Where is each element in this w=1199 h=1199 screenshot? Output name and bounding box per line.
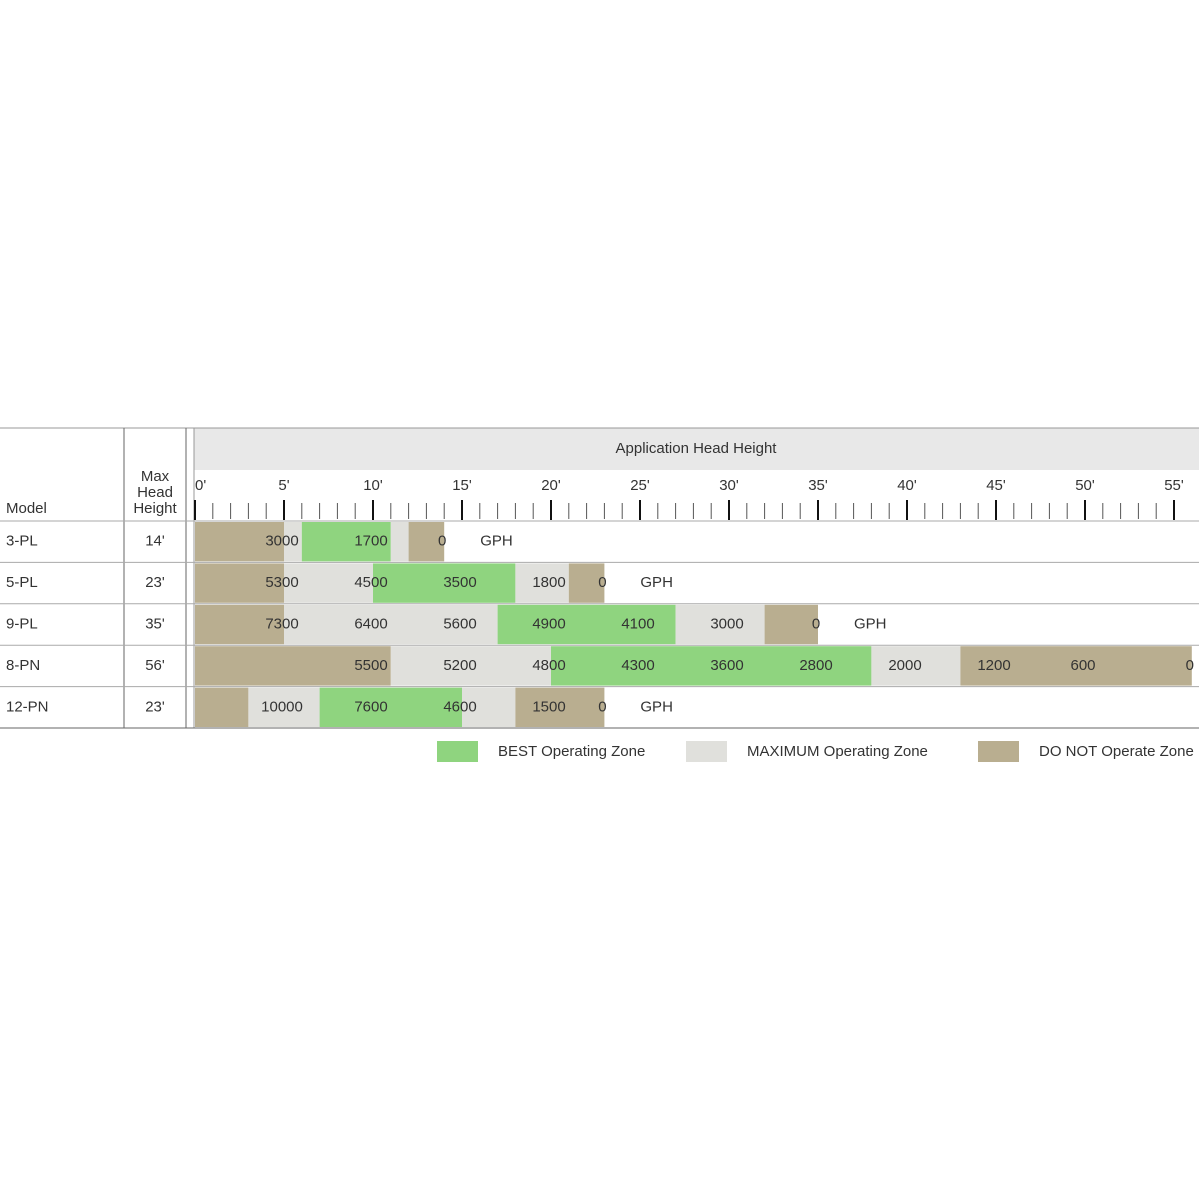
zone (301, 522, 391, 562)
zone (195, 687, 249, 727)
tick-label: 50' (1075, 477, 1095, 494)
unit: GPH (640, 698, 673, 715)
zone (195, 522, 284, 562)
zone (390, 522, 409, 562)
zone (675, 604, 765, 645)
legend-label: DO NOT Operate Zone (1039, 743, 1194, 760)
flow-value: 4100 (621, 615, 654, 632)
zone (515, 563, 569, 603)
max-head: 23' (145, 574, 165, 591)
tick-label: 35' (808, 477, 828, 494)
max-head: 56' (145, 657, 165, 674)
max-head-header: Max (141, 468, 170, 485)
tick-label: 40' (897, 477, 917, 494)
zone (497, 604, 676, 645)
zone (515, 687, 605, 727)
model: 5-PL (6, 574, 38, 591)
zone (195, 604, 284, 645)
tick-label: 55' (1164, 477, 1184, 494)
flow-value: 3500 (443, 574, 476, 591)
legend-label: BEST Operating Zone (498, 743, 645, 760)
legend-swatch (978, 741, 1019, 762)
tick-label: 20' (541, 477, 561, 494)
zone (764, 604, 818, 645)
max-head: 14' (145, 533, 165, 550)
zone (568, 563, 605, 603)
flow-value: 4600 (443, 698, 476, 715)
axis-title: Application Head Height (616, 440, 778, 457)
flow-value: 4900 (532, 615, 565, 632)
flow-value: 4300 (621, 657, 654, 674)
unit: GPH (640, 574, 673, 591)
flow-value: 0 (1186, 657, 1194, 674)
header-band (194, 428, 1199, 470)
zone (284, 522, 302, 562)
flow-value: 0 (438, 533, 446, 550)
zone (871, 646, 961, 686)
zone (462, 687, 516, 727)
flow-value: 2000 (888, 657, 921, 674)
flow-value: 3600 (710, 657, 743, 674)
zone (195, 563, 284, 603)
flow-value: 0 (598, 574, 606, 591)
flow-value: 0 (812, 615, 820, 632)
flow-value: 1200 (977, 657, 1010, 674)
flow-value: 5500 (354, 657, 387, 674)
tick-label: 30' (719, 477, 739, 494)
flow-value: 2800 (799, 657, 832, 674)
model-header: Model (6, 500, 47, 517)
tick-label: 15' (452, 477, 472, 494)
zone (960, 646, 1192, 686)
zone (373, 563, 516, 603)
flow-value: 5300 (265, 574, 298, 591)
model: 8-PN (6, 657, 40, 674)
legend-label: MAXIMUM Operating Zone (747, 743, 928, 760)
legend-swatch (686, 741, 727, 762)
flow-value: 3000 (710, 615, 743, 632)
model: 12-PN (6, 698, 49, 715)
zone (284, 563, 373, 603)
flow-value: 1500 (532, 698, 565, 715)
max-head: 23' (145, 698, 165, 715)
flow-value: 7600 (354, 698, 387, 715)
tick-label: 45' (986, 477, 1006, 494)
flow-value: 4500 (354, 574, 387, 591)
tick-label: 5' (278, 477, 289, 494)
zone (551, 646, 872, 686)
flow-value: 7300 (265, 615, 298, 632)
unit: GPH (480, 533, 513, 550)
model: 9-PL (6, 615, 38, 632)
flow-value: 4800 (532, 657, 565, 674)
flow-value: 5600 (443, 615, 476, 632)
tick-label: 25' (630, 477, 650, 494)
zone (195, 646, 391, 686)
max-head-header: Height (133, 500, 177, 517)
flow-value: 1700 (354, 533, 387, 550)
tick-label: 0' (195, 477, 206, 494)
flow-value: 3000 (265, 533, 298, 550)
flow-value: 5200 (443, 657, 476, 674)
zone (390, 646, 551, 686)
max-head: 35' (145, 615, 165, 632)
model: 3-PL (6, 533, 38, 550)
unit: GPH (854, 615, 887, 632)
flow-value: 1800 (532, 574, 565, 591)
flow-value: 600 (1070, 657, 1095, 674)
flow-value: 6400 (354, 615, 387, 632)
zone (284, 604, 498, 645)
tick-label: 10' (363, 477, 383, 494)
zone (248, 687, 320, 727)
zone (408, 522, 445, 562)
legend-swatch (437, 741, 478, 762)
zone (319, 687, 462, 727)
max-head-header: Head (137, 484, 173, 501)
flow-value: 10000 (261, 698, 303, 715)
flow-value: 0 (598, 698, 606, 715)
